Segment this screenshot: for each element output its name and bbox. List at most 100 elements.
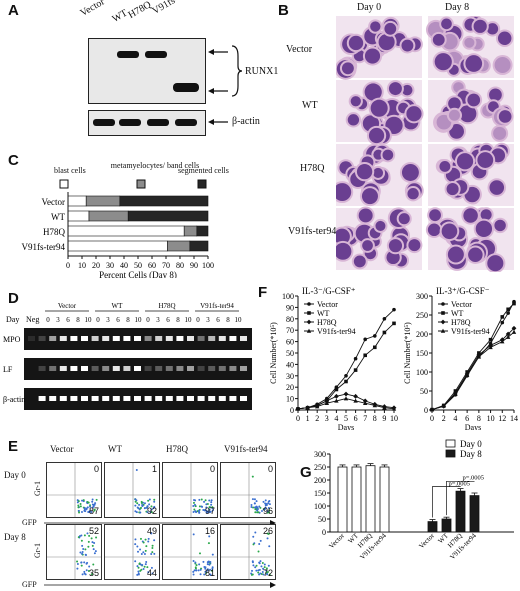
data-point <box>343 396 349 401</box>
flow-dot <box>153 498 156 501</box>
data-point <box>500 315 505 319</box>
flow-dot <box>263 563 266 566</box>
flow-dot <box>266 510 269 513</box>
flow-dot <box>87 570 90 573</box>
flow-dots <box>221 463 275 517</box>
flow-dot <box>268 500 271 503</box>
gel-band <box>134 396 141 401</box>
y-tick-label: 250 <box>314 463 326 472</box>
gel-row-label: β-actin <box>3 395 25 404</box>
flow-dot <box>250 506 253 509</box>
data-point <box>353 368 358 372</box>
data-point <box>353 398 358 403</box>
flow-dot <box>150 505 153 508</box>
series-WT <box>430 301 516 412</box>
legend-label: V91fs-ter94 <box>317 327 356 336</box>
panel-label-g: G <box>300 464 312 481</box>
flow-column-label: V91fs-ter94 <box>224 444 268 454</box>
data-point <box>306 328 312 333</box>
gel-band <box>197 396 205 401</box>
row-label-h78q: H78Q <box>300 163 325 174</box>
flow-dot <box>81 573 84 576</box>
x-tick-label: 10 <box>78 261 86 270</box>
flow-dot <box>199 568 202 571</box>
flow-dot <box>198 511 201 514</box>
y-tick-label: 70 <box>286 326 294 335</box>
bar-segment <box>183 225 198 237</box>
data-point <box>441 403 446 408</box>
chart-title: IL-3⁺/G-CSF⁻ <box>436 286 490 296</box>
cell-nucleus <box>364 48 381 64</box>
flow-dot <box>153 500 156 503</box>
gel-band <box>112 396 120 401</box>
cell-nucleus <box>401 164 419 181</box>
gel-day-label: 3 <box>56 316 60 324</box>
flow-dot <box>94 502 97 505</box>
flow-dot <box>81 544 84 547</box>
flow-dot <box>81 551 84 554</box>
flow-column-label: Vector <box>50 444 74 454</box>
flow-dot <box>92 563 95 566</box>
cell-nucleus <box>480 209 492 221</box>
flow-dot <box>211 509 214 512</box>
flow-dot <box>142 541 145 544</box>
cell-nucleus <box>448 97 461 110</box>
x-tick-label: 0 <box>430 414 434 423</box>
flow-plot: 0 97 <box>162 462 218 518</box>
cell-nucleus <box>498 110 512 123</box>
data-point <box>372 403 377 408</box>
cell-nucleus <box>493 126 507 140</box>
gel-band <box>155 396 163 401</box>
gel-band <box>123 366 131 371</box>
flow-plot: 0 87 <box>46 462 102 518</box>
flow-dot <box>80 561 83 564</box>
western-arrows <box>208 45 243 125</box>
bar-segment <box>196 225 209 237</box>
y-tick-label: 30 <box>286 372 294 381</box>
flow-dot <box>260 565 263 568</box>
bar <box>365 465 376 533</box>
flow-dot <box>198 552 201 555</box>
legend-swatch <box>445 439 456 448</box>
legend-label: Day 0 <box>460 439 482 449</box>
flow-dot <box>268 545 271 548</box>
flow-dot <box>268 503 271 506</box>
gel-band <box>70 336 78 341</box>
flow-dot <box>257 550 260 553</box>
cell-nucleus <box>350 96 361 107</box>
p-value: p=.0005 <box>449 481 471 488</box>
flow-dot <box>199 573 202 576</box>
flow-dot <box>95 536 98 539</box>
flow-dot <box>80 539 83 542</box>
flow-dot <box>262 500 265 503</box>
flow-dots <box>47 525 101 579</box>
flow-dot <box>83 561 86 564</box>
data-point <box>488 344 493 350</box>
flow-dot <box>94 550 97 553</box>
cell-nucleus <box>368 127 385 144</box>
cell-nucleus <box>465 55 483 72</box>
flow-dot <box>254 531 257 534</box>
y-tick-label: 50 <box>318 515 326 524</box>
x-tick-label: 70 <box>162 261 170 270</box>
flow-dot <box>91 544 94 547</box>
flow-dot <box>194 510 197 513</box>
data-point <box>391 406 397 411</box>
flow-dot <box>91 541 94 544</box>
cell-nucleus <box>432 33 445 46</box>
gel-band <box>49 396 57 401</box>
cell-nucleus <box>358 208 373 223</box>
flow-dot <box>145 560 148 563</box>
quadrant-upper-value: 26 <box>262 526 273 536</box>
flow-dot <box>206 502 209 505</box>
data-point <box>373 334 377 338</box>
flow-dot <box>258 568 261 571</box>
legend-label: Day 8 <box>460 449 482 459</box>
flow-dot <box>256 511 259 514</box>
flow-dot <box>147 571 150 574</box>
cell-nucleus <box>497 31 512 45</box>
data-point <box>334 398 339 403</box>
flow-dot <box>266 532 269 535</box>
flow-dot <box>152 507 155 510</box>
data-point <box>429 407 435 412</box>
